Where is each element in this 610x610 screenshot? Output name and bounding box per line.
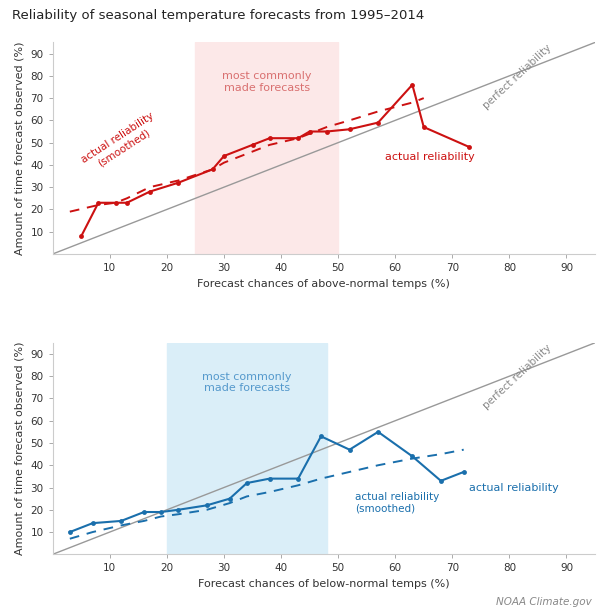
Text: perfect reliability: perfect reliability (481, 343, 553, 411)
Text: actual reliability: actual reliability (384, 151, 475, 162)
Bar (195, 43, 338, 254)
Y-axis label: Amount of time forecast observed (%): Amount of time forecast observed (%) (15, 41, 25, 255)
Text: actual reliability
(smoothed): actual reliability (smoothed) (80, 110, 162, 174)
Text: most commonly
made forecasts: most commonly made forecasts (222, 71, 312, 93)
Bar (167, 343, 327, 554)
X-axis label: Forecast chances of above-normal temps (%): Forecast chances of above-normal temps (… (198, 279, 450, 289)
Text: most commonly
made forecasts: most commonly made forecasts (202, 371, 292, 393)
Y-axis label: Amount of time forecast observed (%): Amount of time forecast observed (%) (15, 342, 25, 555)
Text: NOAA Climate.gov: NOAA Climate.gov (496, 597, 592, 607)
Text: Reliability of seasonal temperature forecasts from 1995–2014: Reliability of seasonal temperature fore… (12, 9, 425, 22)
Text: actual reliability
(smoothed): actual reliability (smoothed) (355, 492, 439, 514)
X-axis label: Forecast chances of below-normal temps (%): Forecast chances of below-normal temps (… (198, 579, 450, 589)
Text: perfect reliability: perfect reliability (481, 43, 553, 111)
Text: actual reliability: actual reliability (470, 483, 559, 492)
